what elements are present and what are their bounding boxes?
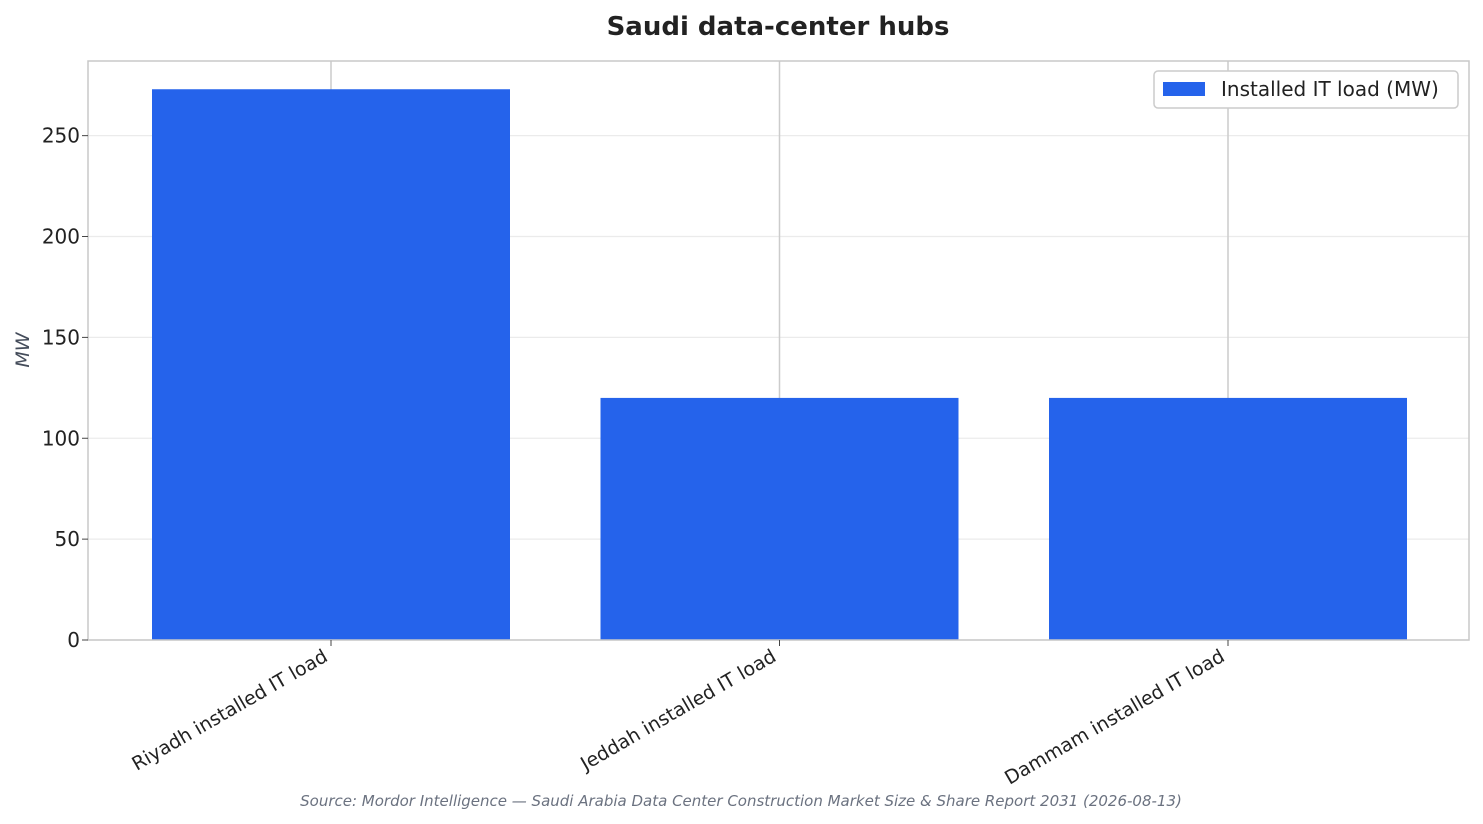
bar-riyadh: [152, 89, 510, 641]
y-tick-label: 150: [42, 325, 80, 349]
legend-box: [1153, 70, 1459, 109]
bar-dammam: [1049, 397, 1407, 640]
y-axis-ticks: 0 50 100 150 200 250: [42, 124, 88, 652]
x-tick-label: Jeddah installed IT load: [576, 645, 780, 775]
x-tick-label: Riyadh installed IT load: [128, 645, 331, 775]
source-note: Source: Mordor Intelligence — Saudi Arab…: [300, 792, 1182, 810]
y-axis-label: MW: [12, 331, 34, 367]
bar-jeddah: [600, 397, 959, 640]
chart-title: Saudi data-center hubs: [607, 12, 950, 42]
x-tick-label: Dammam installed IT load: [1001, 645, 1229, 789]
y-tick-label: 100: [42, 426, 80, 450]
y-tick-label: 200: [42, 225, 80, 249]
x-axis-ticks: Riyadh installed IT load Jeddah installed…: [128, 640, 1229, 789]
y-tick-label: 0: [67, 628, 80, 652]
legend: Installed IT load (MW): [1153, 70, 1459, 109]
legend-swatch: [1163, 82, 1205, 96]
plot-frame: [87, 60, 1470, 641]
legend-label: Installed IT load (MW): [1221, 77, 1439, 101]
y-tick-label: 50: [55, 527, 80, 551]
bars: [152, 89, 1407, 641]
y-tick-label: 250: [42, 124, 80, 148]
